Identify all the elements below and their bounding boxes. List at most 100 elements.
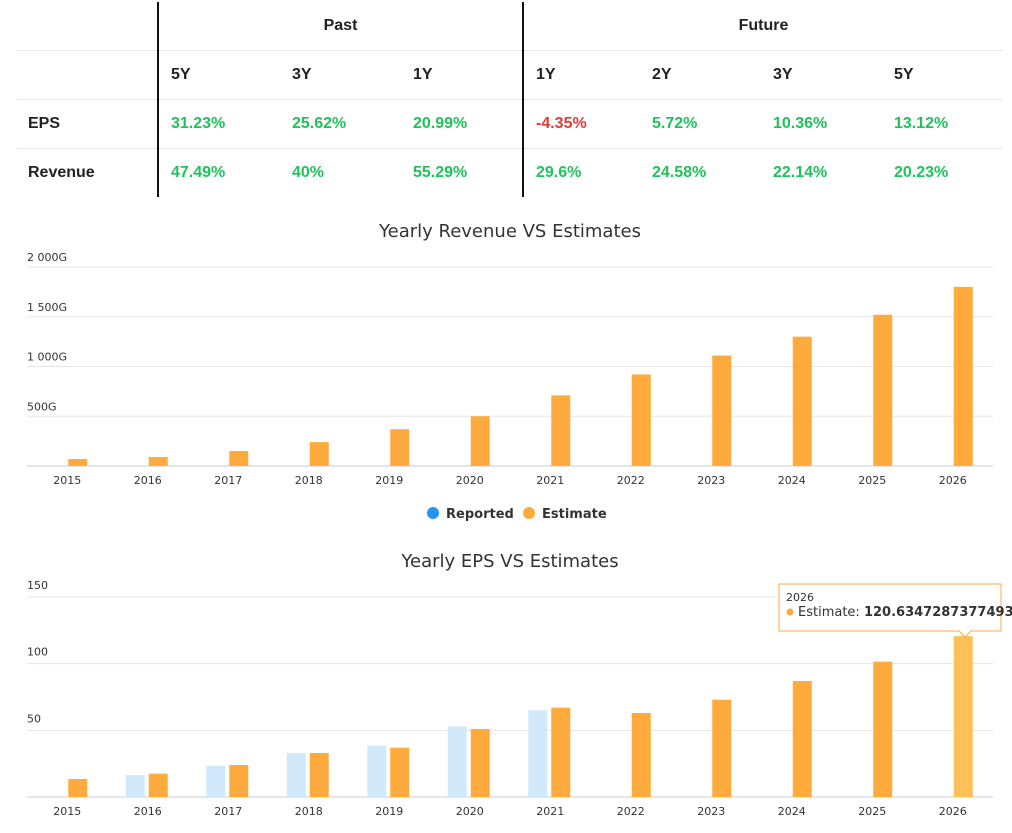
group-past: Past (157, 2, 523, 51)
eps-bars (68, 636, 973, 797)
bar-estimate-2023[interactable] (712, 699, 732, 797)
table-row: EPS 31.23% 25.62% 20.99% -4.35% 5.72% 10… (17, 99, 1003, 149)
x-tick-label: 2021 (536, 474, 564, 487)
revenue-grid (27, 266, 993, 467)
y-tick-label: 1 000G (27, 351, 67, 364)
x-tick-label: 2019 (375, 805, 403, 818)
growth-table: Past Future 5Y 3Y 1Y 1Y 2Y 3Y 5Y EPS 31.… (17, 2, 1003, 197)
legend-label-estimate: Estimate (542, 507, 607, 522)
y-tick-label: 500G (27, 400, 57, 413)
table-cell: 25.62% (280, 99, 401, 149)
bar-estimate-2019[interactable] (390, 429, 410, 466)
legend-marker-estimate (523, 507, 535, 519)
x-tick-label: 2017 (214, 805, 242, 818)
x-tick-label: 2024 (778, 474, 806, 487)
table-cell: 31.23% (157, 99, 280, 149)
bar-reported-2017[interactable] (206, 765, 226, 797)
table-cell: 20.99% (401, 99, 523, 149)
bar-reported-2019[interactable] (367, 745, 387, 797)
legend-marker-reported (427, 507, 439, 519)
eps-tooltip: 2026 Estimate: 120.63472873774931 (778, 583, 1012, 638)
period-past-3y: 3Y (280, 50, 401, 100)
x-tick-label: 2020 (456, 805, 484, 818)
tooltip-year: 2026 (786, 591, 814, 604)
revenue-chart-title: Yearly Revenue VS Estimates (378, 221, 641, 242)
bar-estimate-2017[interactable] (229, 451, 249, 466)
tooltip-marker (786, 608, 794, 616)
table-cell: 20.23% (894, 164, 949, 181)
bar-estimate-2016[interactable] (148, 773, 168, 797)
bar-estimate-2024[interactable] (792, 336, 812, 466)
x-tick-label: 2018 (295, 474, 323, 487)
x-tick-label: 2024 (778, 805, 806, 818)
table-cell: 29.6% (522, 148, 640, 197)
group-future: Future (522, 2, 1003, 51)
tooltip-label: Estimate: 120.63472873774931 (798, 605, 1012, 620)
bar-reported-2021[interactable] (528, 710, 548, 797)
x-tick-label: 2018 (295, 805, 323, 818)
revenue-y-axis: 500G 1 000G 1 500G 2 000G (27, 251, 67, 413)
chart-legend: Reported Estimate (427, 507, 607, 522)
bar-estimate-2026[interactable] (953, 636, 973, 797)
x-tick-label: 2026 (939, 474, 967, 487)
table-cell: 10.36% (761, 99, 882, 149)
period-past-1y: 1Y (401, 50, 523, 100)
y-tick-label: 100 (27, 646, 48, 659)
legend-label-reported: Reported (446, 507, 514, 522)
table-cell: 47.49% (157, 148, 280, 197)
bar-estimate-2022[interactable] (631, 713, 651, 797)
legend-item-reported[interactable]: Reported (427, 507, 514, 522)
x-tick-label: 2019 (375, 474, 403, 487)
revenue-chart: Yearly Revenue VS Estimates 500G 1 000G 1 … (27, 221, 993, 522)
eps-y-axis: 50 100 150 (27, 579, 48, 725)
y-tick-label: 2 000G (27, 251, 67, 264)
x-tick-label: 2020 (456, 474, 484, 487)
table-cell: 5.72% (640, 99, 761, 149)
period-future-3y: 3Y (761, 50, 882, 100)
bar-estimate-2021[interactable] (551, 395, 571, 466)
bar-estimate-2023[interactable] (712, 355, 732, 466)
table-cell: 24.58% (652, 164, 707, 181)
table-cell: 13.12% (882, 99, 1003, 149)
table-cell: -4.35% (522, 99, 640, 149)
bar-estimate-2026[interactable] (953, 286, 973, 466)
x-tick-label: 2023 (697, 805, 725, 818)
legend-item-estimate[interactable]: Estimate (523, 507, 607, 522)
period-future-2y: 2Y (640, 50, 761, 100)
bar-estimate-2018[interactable] (309, 753, 329, 797)
bar-estimate-2018[interactable] (309, 442, 329, 466)
x-tick-label: 2025 (858, 474, 886, 487)
bar-estimate-2021[interactable] (551, 707, 571, 797)
bar-estimate-2022[interactable] (631, 374, 651, 466)
table-row: Revenue 47.49% 40% 55.29% 29.6% 24.58% 2… (17, 148, 1003, 197)
y-tick-label: 1 500G (27, 301, 67, 314)
bar-reported-2020[interactable] (447, 726, 467, 797)
x-tick-label: 2016 (134, 474, 162, 487)
row-label-revenue: Revenue (28, 164, 95, 181)
table-cell: 55.29% (413, 164, 468, 181)
x-tick-label: 2017 (214, 474, 242, 487)
x-tick-label: 2021 (536, 805, 564, 818)
bar-estimate-2020[interactable] (470, 729, 490, 797)
x-tick-label: 2015 (53, 474, 81, 487)
bar-estimate-2019[interactable] (390, 747, 410, 797)
y-tick-label: 50 (27, 712, 41, 725)
bar-estimate-2016[interactable] (148, 457, 168, 466)
bar-estimate-2020[interactable] (470, 416, 490, 466)
period-past-5y: 5Y (157, 50, 280, 100)
bar-estimate-2025[interactable] (873, 314, 893, 466)
row-label-eps: EPS (17, 99, 158, 149)
bar-estimate-2025[interactable] (873, 661, 893, 797)
bar-reported-2016[interactable] (125, 775, 145, 797)
period-future-1y: 1Y (522, 50, 640, 100)
bar-reported-2018[interactable] (286, 753, 306, 797)
bar-estimate-2024[interactable] (792, 681, 812, 797)
tooltip-series-label: Estimate: (798, 605, 860, 620)
bar-estimate-2015[interactable] (68, 779, 88, 797)
revenue-bars (68, 286, 973, 466)
revenue-x-axis: 2015 2016 2017 2018 2019 2020 2021 2022 2023 2024… (53, 474, 967, 487)
x-tick-label: 2022 (617, 474, 645, 487)
bar-estimate-2017[interactable] (229, 765, 249, 797)
bar-estimate-2015[interactable] (68, 459, 88, 466)
